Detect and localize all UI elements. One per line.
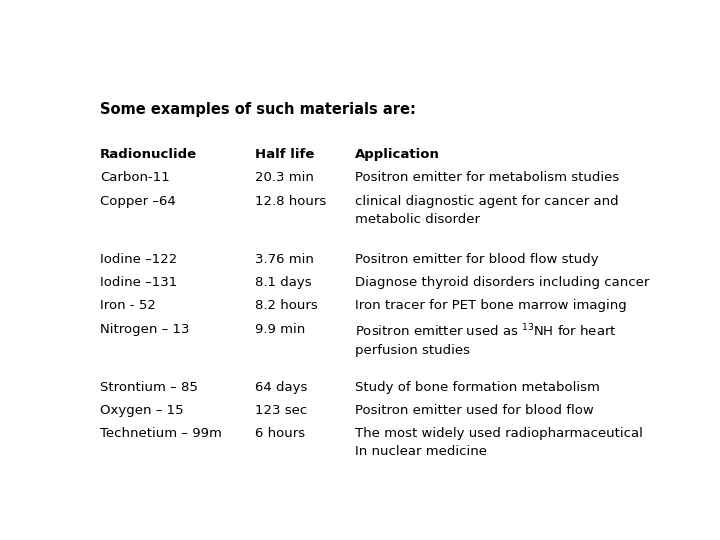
Text: Half life: Half life xyxy=(255,148,314,161)
Text: Application: Application xyxy=(355,148,440,161)
Text: 6 hours: 6 hours xyxy=(255,427,305,441)
Text: Iodine –131: Iodine –131 xyxy=(100,276,177,289)
Text: Diagnose thyroid disorders including cancer: Diagnose thyroid disorders including can… xyxy=(355,276,649,289)
Text: Positron emitter for metabolism studies: Positron emitter for metabolism studies xyxy=(355,171,619,184)
Text: Positron emitter used for blood flow: Positron emitter used for blood flow xyxy=(355,404,594,417)
Text: Nitrogen – 13: Nitrogen – 13 xyxy=(100,322,189,335)
Text: 20.3 min: 20.3 min xyxy=(255,171,313,184)
Text: Iodine –122: Iodine –122 xyxy=(100,253,177,266)
Text: Radionuclide: Radionuclide xyxy=(100,148,197,161)
Text: 64 days: 64 days xyxy=(255,381,307,394)
Text: 8.1 days: 8.1 days xyxy=(255,276,311,289)
Text: 3.76 min: 3.76 min xyxy=(255,253,313,266)
Text: Some examples of such materials are:: Some examples of such materials are: xyxy=(100,102,416,117)
Text: Study of bone formation metabolism: Study of bone formation metabolism xyxy=(355,381,600,394)
Text: Positron emitter used as $^{13}$NH for heart
perfusion studies: Positron emitter used as $^{13}$NH for h… xyxy=(355,322,617,357)
Text: 8.2 hours: 8.2 hours xyxy=(255,299,318,312)
Text: 12.8 hours: 12.8 hours xyxy=(255,194,326,207)
Text: Iron tracer for PET bone marrow imaging: Iron tracer for PET bone marrow imaging xyxy=(355,299,627,312)
Text: Technetium – 99m: Technetium – 99m xyxy=(100,427,222,441)
Text: Positron emitter for blood flow study: Positron emitter for blood flow study xyxy=(355,253,598,266)
Text: Copper –64: Copper –64 xyxy=(100,194,176,207)
Text: Carbon-11: Carbon-11 xyxy=(100,171,170,184)
Text: 123 sec: 123 sec xyxy=(255,404,307,417)
Text: Strontium – 85: Strontium – 85 xyxy=(100,381,198,394)
Text: 9.9 min: 9.9 min xyxy=(255,322,305,335)
Text: The most widely used radiopharmaceutical
In nuclear medicine: The most widely used radiopharmaceutical… xyxy=(355,427,643,458)
Text: Iron - 52: Iron - 52 xyxy=(100,299,156,312)
Text: clinical diagnostic agent for cancer and
metabolic disorder: clinical diagnostic agent for cancer and… xyxy=(355,194,618,226)
Text: Oxygen – 15: Oxygen – 15 xyxy=(100,404,184,417)
